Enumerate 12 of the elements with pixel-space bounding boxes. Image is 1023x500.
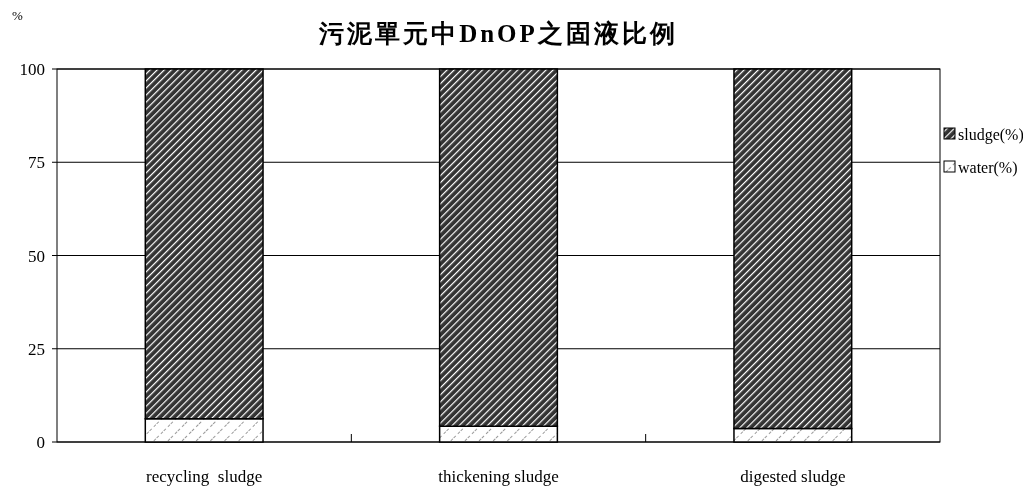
chart-title: 污泥單元中DnOP之固液比例 — [318, 20, 678, 47]
legend-label: sludge(%) — [958, 126, 1023, 144]
x-tick-label: digested sludge — [740, 467, 846, 486]
y-tick-label: 25 — [28, 339, 45, 359]
legend-label: water(%) — [958, 159, 1018, 177]
y-tick-label: 75 — [28, 153, 45, 173]
y-tick-label: 0 — [36, 433, 45, 452]
x-tick-label: recycling sludge — [146, 467, 263, 486]
y-tick-label: 100 — [19, 60, 45, 79]
y-tick-label: 50 — [28, 246, 45, 266]
y-axis-title: % — [12, 8, 23, 23]
x-tick-label: thickening sludge — [438, 467, 559, 486]
